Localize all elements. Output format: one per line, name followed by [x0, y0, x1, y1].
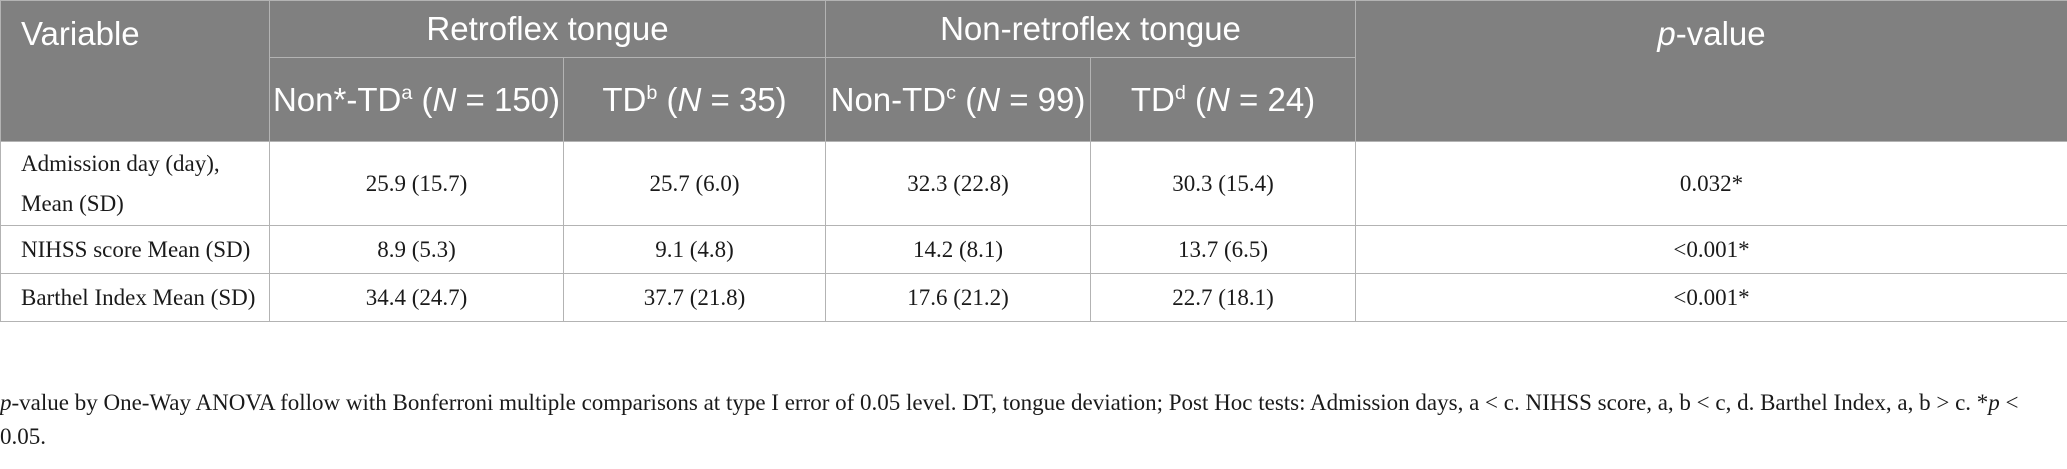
cell-p-value: <0.001* [1355, 273, 2067, 322]
cell-value: 9.1 (4.8) [563, 225, 826, 274]
cell-p-value: <0.001* [1355, 225, 2067, 274]
row-label-barthel: Barthel Index Mean (SD) [0, 273, 270, 322]
footnote-text: -value by One-Way ANOVA follow with Bonf… [11, 390, 1989, 415]
cell-p-value: 0.032* [1355, 141, 2067, 226]
header-p-italic: p [1657, 15, 1676, 52]
header-non-td-retroflex: Non*-TDa (N = 150) [269, 57, 564, 142]
cell-value: 34.4 (24.7) [269, 273, 564, 322]
cell-value: 37.7 (21.8) [563, 273, 826, 322]
footnote-text-end: < 0.05. [0, 390, 2019, 449]
cell-value: 25.7 (6.0) [563, 141, 826, 226]
header-row-groups: Variable Retroflex tongue Non-retroflex … [0, 0, 2067, 142]
header-non-retroflex-tongue: Non-retroflex tongue [825, 0, 1356, 58]
cell-value: 32.3 (22.8) [825, 141, 1091, 226]
cell-value: 25.9 (15.7) [269, 141, 564, 226]
header-variable: Variable [0, 0, 270, 142]
header-td-retroflex: TDb (N = 35) [563, 57, 826, 142]
table-row: Barthel Index Mean (SD) 34.4 (24.7) 37.7… [0, 273, 2067, 322]
header-td-non-retroflex: TDd (N = 24) [1090, 57, 1356, 142]
cell-value: 30.3 (15.4) [1090, 141, 1356, 226]
header-row-subgroups: Non*-TDa (N = 150) TDb (N = 35) Non-TDc … [1, 57, 2067, 142]
cell-value: 13.7 (6.5) [1090, 225, 1356, 274]
table-footnote: p-value by One-Way ANOVA follow with Bon… [0, 386, 2050, 454]
row-label-nihss: NIHSS score Mean (SD) [0, 225, 270, 274]
table-row: Admission day (day), Mean (SD) 25.9 (15.7… [0, 141, 2067, 226]
cell-value: 22.7 (18.1) [1090, 273, 1356, 322]
footnote-p-italic: p [0, 390, 12, 415]
cell-value: 17.6 (21.2) [825, 273, 1091, 322]
cell-value: 8.9 (5.3) [269, 225, 564, 274]
header-p-rest: -value [1675, 15, 1766, 52]
table-row: NIHSS score Mean (SD) 8.9 (5.3) 9.1 (4.8… [0, 225, 2067, 274]
header-retroflex-tongue: Retroflex tongue [269, 0, 826, 58]
cell-value: 14.2 (8.1) [825, 225, 1091, 274]
results-table: Variable Retroflex tongue Non-retroflex … [0, 0, 2067, 322]
header-p-value: p-value [1355, 0, 2067, 142]
row-label-admission-day: Admission day (day), Mean (SD) [0, 141, 270, 226]
header-non-td-non-retroflex: Non-TDc (N = 99) [825, 57, 1091, 142]
footnote-p-italic-2: p [1988, 390, 2000, 415]
